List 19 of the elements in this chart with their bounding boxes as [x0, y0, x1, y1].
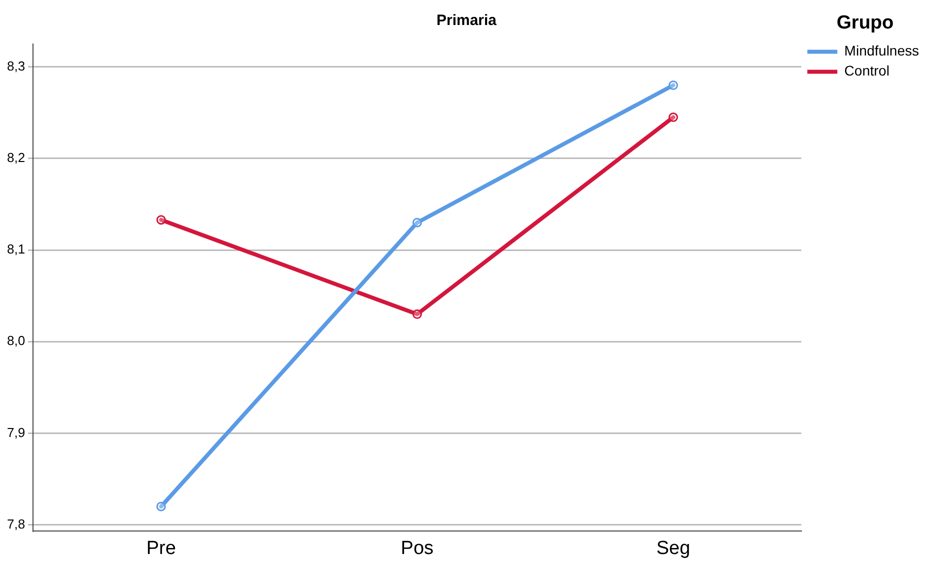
- y-tick-label: 7,8: [6, 516, 26, 532]
- y-tick-label: 7,9: [6, 424, 26, 440]
- y-tick-label: 8,3: [6, 58, 26, 74]
- x-tick-label: Pos: [400, 538, 434, 559]
- point: [156, 215, 166, 225]
- y-tick-label: 8,2: [6, 150, 26, 166]
- point: [668, 80, 678, 90]
- legend-label: Control: [844, 62, 890, 79]
- y-tick-label: 8,1: [6, 242, 26, 257]
- x-tick-label: Pre: [146, 538, 176, 559]
- legend-title: Grupo: [836, 12, 894, 34]
- point: [412, 218, 422, 228]
- y-tick-label: 8,0: [6, 333, 26, 348]
- point: [412, 309, 422, 319]
- point: [156, 502, 166, 512]
- chart-title: Primaria: [436, 12, 498, 30]
- point: [668, 112, 678, 122]
- legend-label: Mindfulness: [844, 42, 919, 59]
- x-tick-label: Seg: [656, 538, 690, 559]
